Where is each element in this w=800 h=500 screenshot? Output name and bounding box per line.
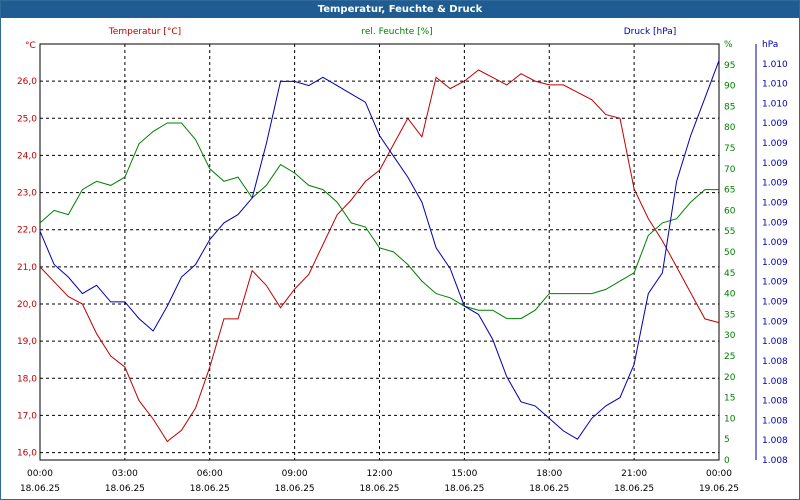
plot-area <box>39 43 720 461</box>
y-tick-pressure: 1.008 <box>762 337 788 347</box>
x-tick-time: 12:00 <box>367 469 393 479</box>
y-tick-humidity: 0 <box>724 456 730 466</box>
x-tick-date: 18.06.25 <box>190 484 230 494</box>
y-tick-pressure: 1.009 <box>762 159 788 169</box>
y-tick-temperature: 26,0 <box>17 77 37 87</box>
y-tick-temperature: 20,0 <box>17 300 37 310</box>
x-tick-date: 18.06.25 <box>20 484 60 494</box>
x-tick-date: 18.06.25 <box>529 484 569 494</box>
y-tick-humidity: 85 <box>724 102 735 112</box>
y-tick-pressure: 1.009 <box>762 198 788 208</box>
y-tick-humidity: 25 <box>724 352 735 362</box>
y-tick-humidity: 40 <box>724 290 736 300</box>
series-line-humidity <box>39 122 719 320</box>
y-tick-humidity: 95 <box>724 61 735 71</box>
y-tick-temperature: 25,0 <box>17 114 37 124</box>
y-tick-pressure: 1.009 <box>762 218 788 228</box>
y-tick-pressure: 1.009 <box>762 278 788 288</box>
y-tick-pressure: 1.009 <box>762 258 788 268</box>
y-tick-temperature: 19,0 <box>17 337 37 347</box>
y-tick-humidity: 5 <box>724 435 730 445</box>
y-tick-pressure: 1.008 <box>762 436 788 446</box>
y-tick-humidity: 80 <box>724 123 736 133</box>
x-tick-time: 09:00 <box>282 469 308 479</box>
y-tick-pressure: 1.008 <box>762 456 788 466</box>
y-tick-pressure: 1.009 <box>762 238 788 248</box>
y-tick-humidity: 90 <box>724 82 736 92</box>
axes-labels: 00:00 18.06.25 03:00 18.06.25 06:00 18.06.25 0… <box>17 27 788 494</box>
x-tick-date: 18.06.25 <box>614 484 654 494</box>
y-tick-humidity: % <box>724 40 733 50</box>
y-tick-humidity: 20 <box>724 373 736 383</box>
y-tick-humidity: 35 <box>724 310 735 320</box>
x-tick-date: 18.06.25 <box>105 484 145 494</box>
y-tick-humidity: 55 <box>724 227 735 237</box>
y-tick-pressure: 1.008 <box>762 397 788 407</box>
y-tick-humidity: 15 <box>724 394 735 404</box>
y-tick-pressure: 1.008 <box>762 416 788 426</box>
y-tick-humidity: 60 <box>724 206 736 216</box>
x-tick-date: 18.06.25 <box>444 484 484 494</box>
y-tick-pressure: 1.009 <box>762 139 788 149</box>
y-tick-humidity: 10 <box>724 414 736 424</box>
x-tick-time: 21:00 <box>621 469 647 479</box>
x-tick-time: 00:00 <box>706 469 732 479</box>
y-tick-pressure: 1.010 <box>762 80 788 90</box>
y-unit-temperature: °C <box>25 41 36 51</box>
series-line-pressure <box>39 60 720 440</box>
y-tick-humidity: 30 <box>724 331 736 341</box>
y-tick-temperature: 22,0 <box>17 226 37 236</box>
chart-title: Temperatur, Feuchte & Druck <box>1 1 799 18</box>
x-tick-time: 15:00 <box>451 469 477 479</box>
series-lines <box>39 60 720 443</box>
y-tick-pressure: 1.009 <box>762 317 788 327</box>
x-tick-time: 06:00 <box>197 469 223 479</box>
x-tick-date: 18.06.25 <box>359 484 399 494</box>
y-tick-temperature: 21,0 <box>17 263 37 273</box>
series-line-temperature <box>39 69 720 443</box>
x-tick-date: 19.06.25 <box>699 484 739 494</box>
y-tick-pressure: 1.010 <box>762 99 788 109</box>
y-tick-humidity: 70 <box>724 165 736 175</box>
y-tick-pressure: hPa <box>762 40 778 50</box>
grid-lines <box>40 44 757 460</box>
y-tick-temperature: 18,0 <box>17 374 37 384</box>
series-name: rel. Feuchte [%] <box>361 27 432 37</box>
y-tick-temperature: 23,0 <box>17 189 37 199</box>
x-tick-time: 00:00 <box>27 469 53 479</box>
y-tick-pressure: 1.008 <box>762 357 788 367</box>
y-tick-temperature: 24,0 <box>17 151 37 161</box>
y-tick-humidity: 65 <box>724 186 735 196</box>
y-tick-humidity: 75 <box>724 144 735 154</box>
y-tick-pressure: 1.009 <box>762 298 788 308</box>
y-tick-temperature: 16,0 <box>17 449 37 459</box>
y-tick-pressure: 1.008 <box>762 377 788 387</box>
series-name: Temperatur [°C] <box>108 27 181 37</box>
y-tick-pressure: 1.009 <box>762 179 788 189</box>
x-tick-time: 18:00 <box>536 469 562 479</box>
y-tick-temperature: 17,0 <box>17 411 37 421</box>
y-tick-humidity: 45 <box>724 269 735 279</box>
x-tick-time: 03:00 <box>112 469 138 479</box>
y-tick-pressure: 1.010 <box>762 60 788 70</box>
y-tick-pressure: 1.009 <box>762 119 788 129</box>
y-tick-humidity: 50 <box>724 248 736 258</box>
x-tick-date: 18.06.25 <box>275 484 315 494</box>
series-name: Druck [hPa] <box>624 27 677 37</box>
